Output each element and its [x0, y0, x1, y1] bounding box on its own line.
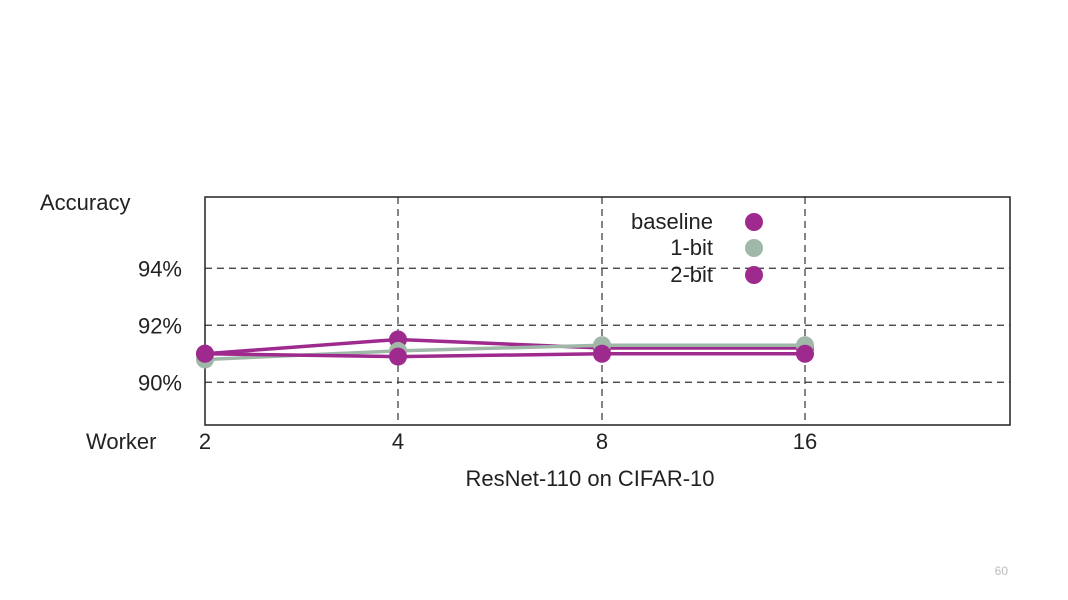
- legend-marker: [745, 213, 763, 231]
- x-tick-label: 16: [793, 429, 817, 454]
- series-layer: [196, 330, 814, 369]
- data-point-2-bit: [796, 344, 814, 363]
- x-axis-name: Worker: [86, 429, 157, 454]
- x-axis-label: ResNet-110 on CIFAR-10: [465, 466, 714, 491]
- legend-label: 2-bit: [670, 262, 713, 287]
- series-line-baseline: [204, 337, 805, 356]
- y-tick-label: 94%: [138, 256, 182, 281]
- x-tick-label: 4: [392, 429, 404, 454]
- axis-labels: Accuracy Worker ResNet-110 on CIFAR-10 9…: [40, 190, 817, 491]
- y-tick-label: 90%: [138, 370, 182, 395]
- page-number: 60: [994, 564, 1008, 578]
- data-point-2-bit: [593, 344, 611, 363]
- legend-marker: [745, 239, 763, 257]
- data-point-2-bit: [389, 347, 407, 366]
- y-tick-label: 92%: [138, 313, 182, 338]
- legend-label: 1-bit: [670, 235, 713, 260]
- data-point-2-bit: [196, 344, 214, 363]
- series-line-2-bit: [204, 352, 805, 359]
- legend-marker: [745, 266, 763, 284]
- grid-layer: [205, 197, 1010, 425]
- plot-frame: [204, 196, 1011, 426]
- y-axis-label: Accuracy: [40, 190, 130, 215]
- x-tick-label: 8: [596, 429, 608, 454]
- x-tick-label: 2: [199, 429, 211, 454]
- legend-label: baseline: [631, 209, 713, 234]
